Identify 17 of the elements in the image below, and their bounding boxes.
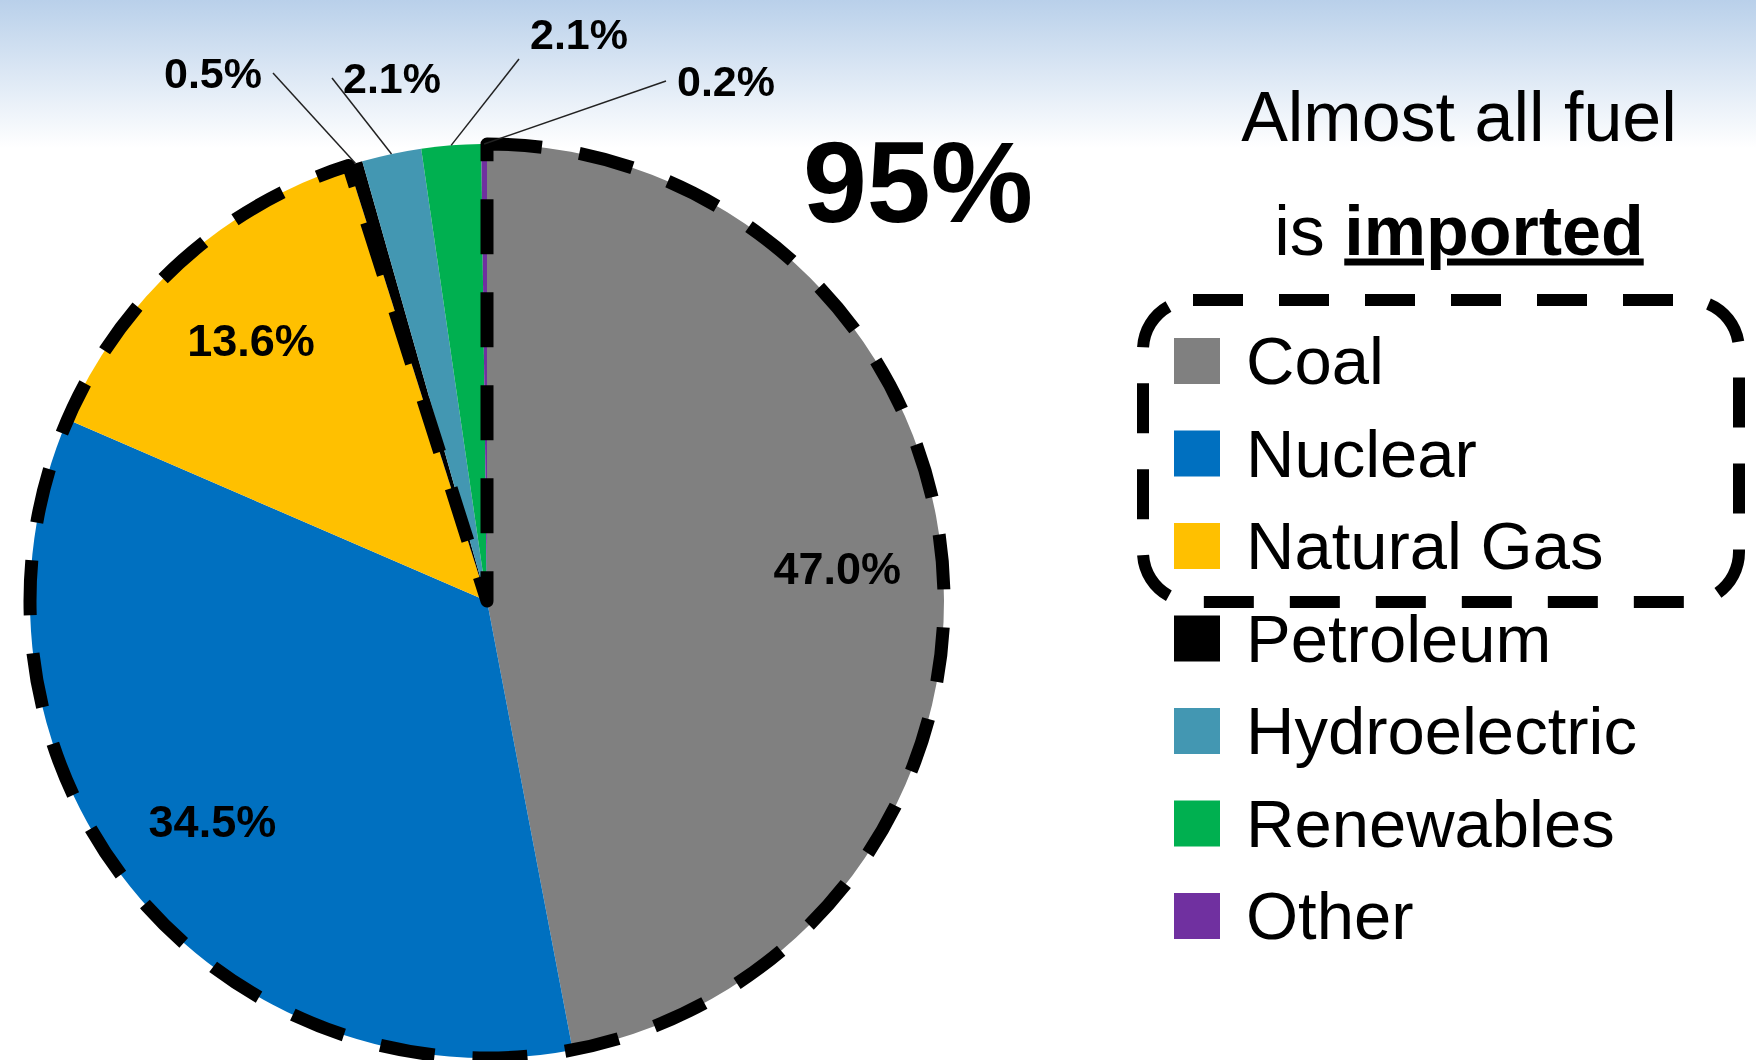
text: 95% [802, 118, 1034, 247]
legend-label: Petroleum [1246, 600, 1552, 676]
legend-label: Renewables [1246, 785, 1615, 861]
data-label: 13.6% [187, 314, 315, 366]
text: is imported [1274, 191, 1644, 270]
data-label: 0.5% [163, 49, 263, 98]
legend-label: Nuclear [1246, 415, 1477, 491]
data-label: 34.5% [148, 795, 277, 847]
legend-label: Natural Gas [1246, 508, 1604, 584]
data-label: 2.1% [342, 54, 442, 103]
data-label: 2.1% [529, 10, 629, 59]
legend-label: Hydroelectric [1246, 693, 1637, 769]
data-label: 47.0% [773, 542, 902, 594]
data-label: 0.2% [676, 57, 776, 106]
legend-label: Other [1246, 878, 1414, 954]
text: Almost all fuel [1241, 77, 1677, 156]
legend-label: Coal [1246, 323, 1384, 399]
